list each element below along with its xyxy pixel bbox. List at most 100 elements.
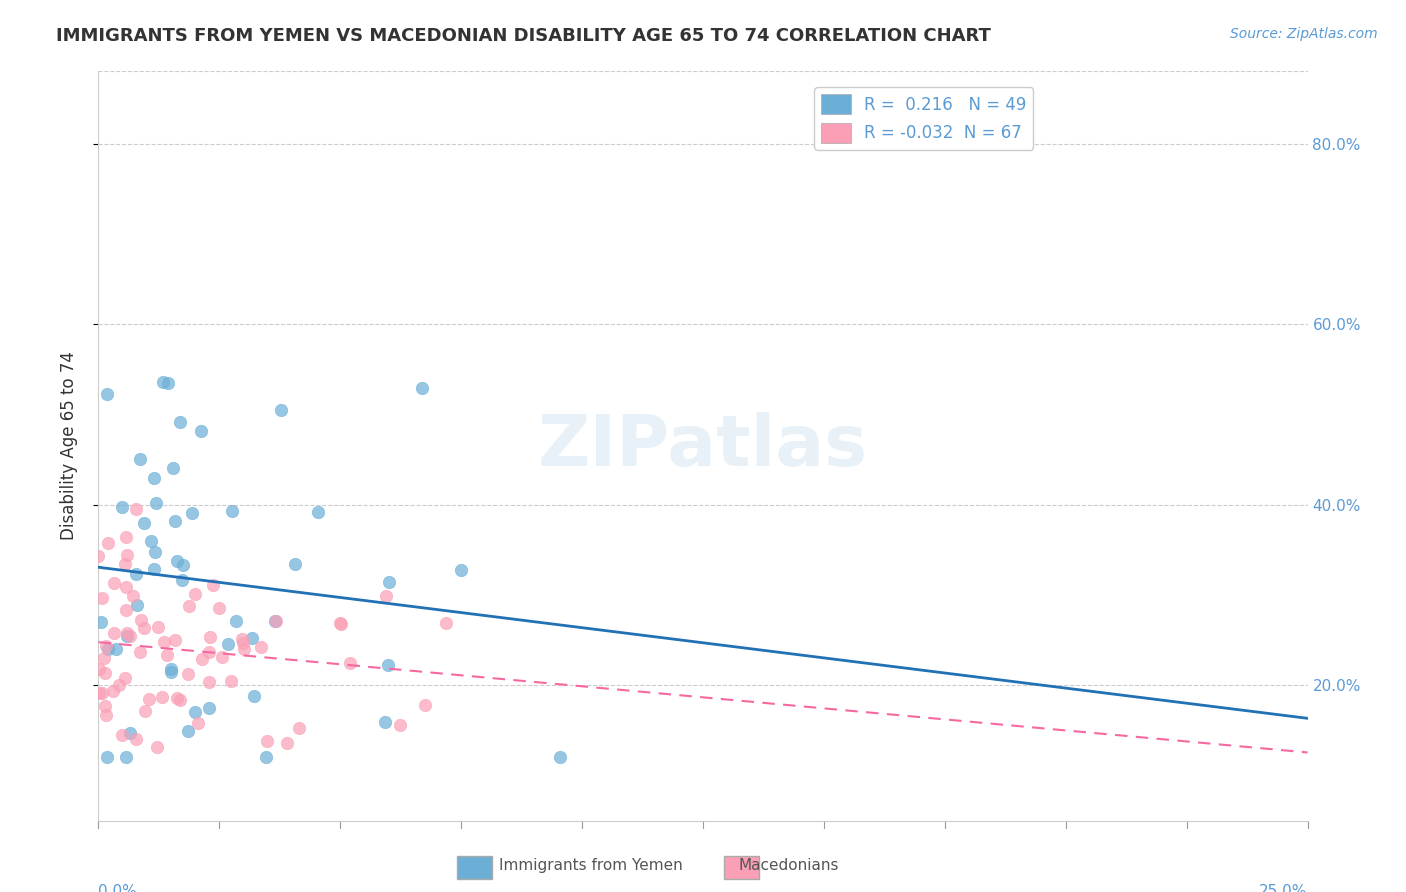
Point — [243, 689, 266, 703]
Point — [202, 577, 225, 591]
Point — [152, 635, 174, 649]
Point — [249, 640, 271, 654]
Point — [160, 665, 183, 679]
Point — [254, 750, 277, 764]
Point — [97, 535, 120, 549]
Point — [450, 564, 472, 578]
Point — [187, 716, 209, 731]
Point — [374, 715, 396, 730]
Point — [183, 587, 205, 601]
Point — [96, 387, 118, 401]
Text: 0.0%: 0.0% — [98, 884, 138, 892]
Point — [166, 554, 188, 568]
Point — [118, 629, 141, 643]
Point — [378, 575, 401, 590]
Point — [89, 662, 111, 676]
Point — [197, 674, 219, 689]
Point — [240, 631, 263, 645]
Point — [111, 500, 134, 514]
Text: Immigrants from Yemen: Immigrants from Yemen — [499, 858, 683, 872]
Text: Macedonians: Macedonians — [738, 858, 838, 872]
Point — [388, 717, 411, 731]
Point — [198, 701, 221, 715]
Point — [190, 424, 212, 438]
Point — [177, 723, 200, 738]
Point — [97, 642, 120, 657]
Point — [143, 561, 166, 575]
Point — [90, 615, 112, 630]
Point — [114, 671, 136, 685]
Point — [411, 381, 433, 395]
Point — [90, 591, 112, 605]
Point — [94, 698, 117, 713]
Point — [104, 642, 127, 657]
Point — [146, 620, 169, 634]
Point — [125, 566, 148, 581]
Point — [165, 633, 187, 648]
Point — [128, 451, 150, 466]
Point — [276, 736, 298, 750]
Point — [181, 506, 204, 520]
Point — [152, 375, 174, 389]
Point — [146, 739, 169, 754]
Point — [377, 657, 399, 672]
Point — [270, 403, 292, 417]
Point — [94, 665, 117, 680]
Point — [548, 750, 571, 764]
Point — [307, 504, 329, 518]
Point — [150, 690, 173, 705]
Point — [284, 557, 307, 571]
Point — [232, 636, 254, 650]
Point — [114, 530, 136, 544]
Point — [96, 750, 118, 764]
Point — [103, 626, 125, 640]
Point — [142, 470, 165, 484]
Point — [132, 621, 155, 635]
Point — [115, 626, 138, 640]
Point — [166, 690, 188, 705]
Point — [117, 628, 139, 642]
Point — [413, 698, 436, 712]
Point — [169, 693, 191, 707]
Y-axis label: Disability Age 65 to 74: Disability Age 65 to 74 — [59, 351, 77, 541]
Point — [156, 648, 179, 662]
Point — [232, 642, 254, 657]
Point — [197, 645, 219, 659]
Point — [177, 667, 200, 681]
Point — [111, 728, 134, 742]
Point — [127, 598, 149, 612]
Point — [115, 580, 138, 594]
Point — [179, 599, 201, 613]
Text: ZIPatlas: ZIPatlas — [538, 411, 868, 481]
Point — [134, 704, 156, 718]
Point — [172, 574, 194, 588]
Point — [375, 590, 398, 604]
Point — [330, 617, 353, 632]
Point — [162, 461, 184, 475]
Point — [208, 600, 231, 615]
Point — [217, 637, 239, 651]
Point — [264, 615, 287, 629]
Point — [120, 726, 142, 740]
Point — [145, 496, 167, 510]
Point — [434, 616, 457, 631]
Point — [221, 504, 243, 518]
Point — [128, 645, 150, 659]
Point — [211, 650, 233, 665]
Point — [157, 376, 180, 390]
Point — [163, 514, 186, 528]
Point — [94, 639, 117, 653]
Text: 25.0%: 25.0% — [1260, 884, 1308, 892]
Point — [169, 416, 191, 430]
Point — [108, 678, 131, 692]
Point — [90, 686, 112, 700]
Point — [115, 548, 138, 562]
Point — [191, 652, 214, 666]
Point — [121, 589, 143, 603]
Point — [114, 557, 136, 571]
Point — [160, 662, 183, 676]
Point — [329, 615, 352, 630]
Text: IMMIGRANTS FROM YEMEN VS MACEDONIAN DISABILITY AGE 65 TO 74 CORRELATION CHART: IMMIGRANTS FROM YEMEN VS MACEDONIAN DISA… — [56, 27, 991, 45]
Point — [124, 501, 146, 516]
Point — [93, 651, 115, 665]
